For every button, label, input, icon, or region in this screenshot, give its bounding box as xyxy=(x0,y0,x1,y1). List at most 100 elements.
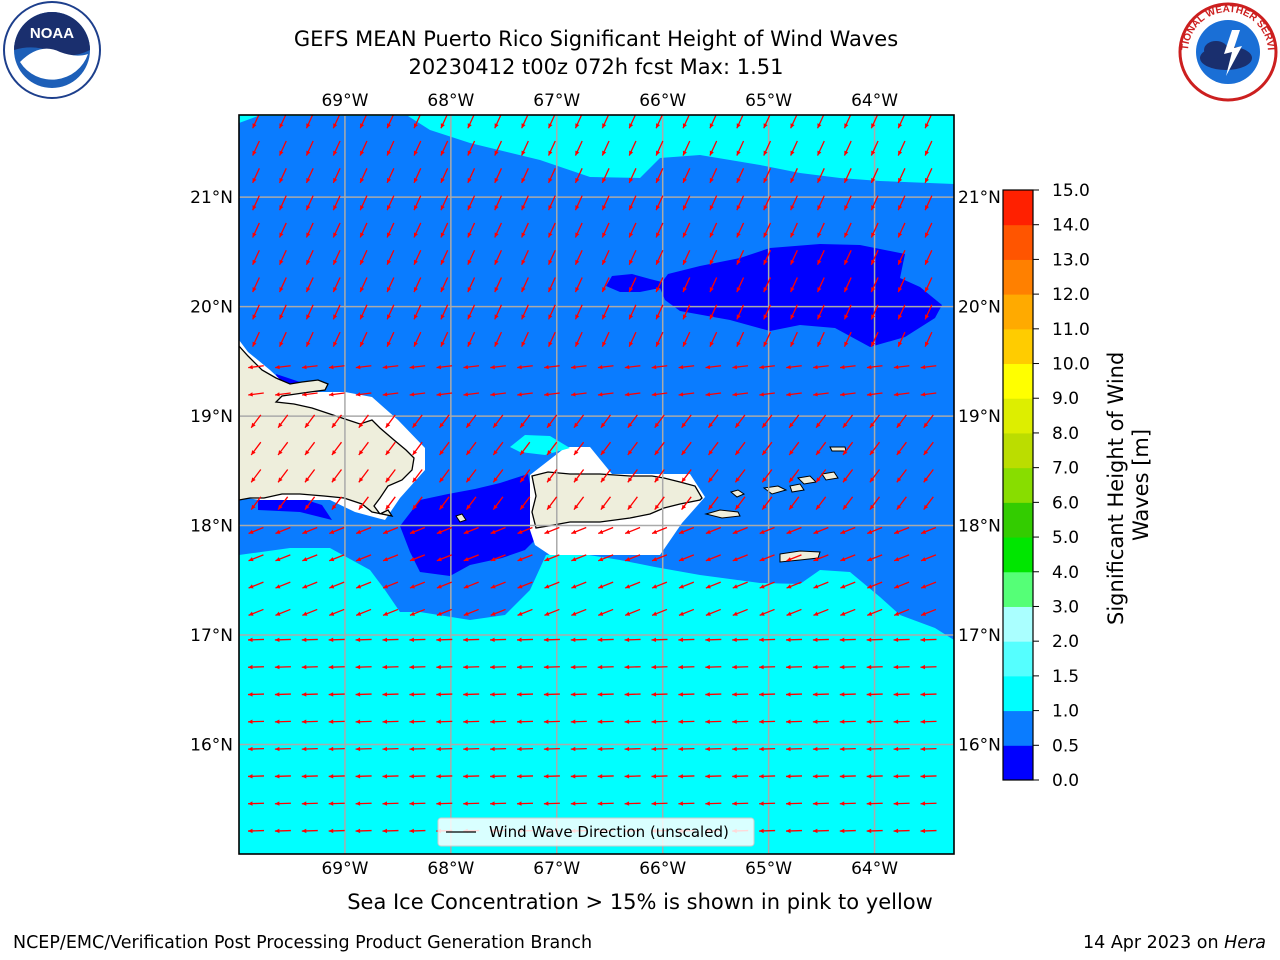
wind-wave-arrow xyxy=(678,774,695,779)
wind-wave-arrow xyxy=(332,304,341,320)
wind-wave-arrow xyxy=(654,441,665,456)
wind-wave-arrow xyxy=(413,277,422,293)
wind-wave-arrow xyxy=(278,277,287,293)
wind-wave-arrow xyxy=(785,719,803,724)
wind-wave-arrow xyxy=(813,365,829,370)
wind-wave-arrow xyxy=(517,581,533,589)
wind-wave-arrow xyxy=(517,365,533,370)
wind-wave-arrow xyxy=(463,801,480,806)
wind-wave-arrow xyxy=(543,801,560,806)
wind-wave-arrow xyxy=(924,249,933,266)
wind-wave-arrow xyxy=(761,469,773,483)
wind-wave-arrow xyxy=(302,608,318,616)
wind-wave-arrow xyxy=(655,331,664,347)
date-credit: 14 Apr 2023 on Hera xyxy=(1083,933,1266,953)
wind-wave-arrow xyxy=(920,746,937,752)
wind-wave-arrow xyxy=(651,608,668,616)
wind-wave-arrow xyxy=(920,692,937,697)
colorbar-tick-label: 15.0 xyxy=(1052,181,1090,201)
wind-wave-arrow xyxy=(601,222,610,238)
wind-wave-arrow xyxy=(628,277,637,293)
wind-wave-arrow xyxy=(763,331,772,347)
lon-tick-label-top: 68°W xyxy=(427,91,474,111)
wind-wave-arrow xyxy=(624,608,641,616)
noaa-logo: NOAA xyxy=(3,1,101,99)
wind-wave-arrow xyxy=(547,249,556,266)
wind-wave-arrow xyxy=(436,365,453,370)
wind-wave-arrow xyxy=(274,692,291,697)
colorbar-tick-label: 4.0 xyxy=(1052,563,1079,583)
wind-wave-arrow xyxy=(252,304,260,320)
wind-wave-arrow xyxy=(843,249,852,266)
wind-wave-arrow xyxy=(490,554,506,562)
wind-wave-arrow xyxy=(355,692,372,697)
lon-tick-label-top: 66°W xyxy=(639,91,686,111)
wind-wave-arrow xyxy=(490,608,506,616)
wind-wave-arrow xyxy=(301,392,318,397)
wind-wave-arrow xyxy=(547,140,556,156)
wind-wave-arrow xyxy=(278,168,287,184)
lon-tick-label-top: 64°W xyxy=(851,91,898,111)
wind-wave-arrow xyxy=(628,140,637,156)
wind-wave-arrow xyxy=(305,168,314,184)
wind-wave-arrow xyxy=(275,554,291,562)
map-subtitle: 20230412 t00z 072h fcst Max: 1.51 xyxy=(408,55,784,79)
wind-wave-arrow xyxy=(386,168,395,184)
wind-wave-arrow xyxy=(597,719,614,724)
wind-wave-arrow xyxy=(600,441,612,456)
colorbar-band xyxy=(1003,294,1033,330)
wind-wave-arrow xyxy=(547,277,556,293)
wind-wave-arrow xyxy=(329,581,345,589)
wind-wave-arrow xyxy=(655,168,664,184)
wind-wave-arrow xyxy=(382,664,399,670)
wind-wave-arrow xyxy=(490,664,507,670)
wind-wave-arrow xyxy=(736,222,745,238)
wind-wave-arrow xyxy=(331,469,343,483)
wind-wave-arrow xyxy=(517,526,533,535)
wind-wave-arrow xyxy=(494,222,503,238)
wind-wave-arrow xyxy=(332,249,341,266)
wind-wave-arrow xyxy=(601,277,610,293)
wind-wave-arrow xyxy=(736,249,745,266)
wind-wave-arrow xyxy=(277,496,289,510)
wind-wave-arrow xyxy=(385,441,396,456)
wind-wave-arrow xyxy=(790,249,798,266)
wind-wave-arrow xyxy=(759,526,775,535)
wind-wave-arrow xyxy=(920,365,937,370)
wind-wave-arrow xyxy=(812,692,829,697)
wind-wave-arrow xyxy=(494,115,502,129)
wind-wave-arrow xyxy=(494,304,503,320)
wind-wave-arrow xyxy=(331,441,343,456)
wind-wave-arrow xyxy=(329,608,345,616)
wind-wave-arrow xyxy=(624,581,641,589)
wind-wave-arrow xyxy=(924,140,933,156)
wind-wave-arrow xyxy=(655,195,664,211)
wind-wave-arrow xyxy=(920,526,937,535)
wind-wave-arrow xyxy=(355,554,372,562)
colorbar-band xyxy=(1003,571,1033,607)
wind-wave-arrow xyxy=(574,140,583,156)
wind-wave-arrow xyxy=(790,222,798,238)
wind-wave-arrow xyxy=(463,746,480,752)
wind-wave-arrow xyxy=(682,331,691,347)
wind-wave-arrow xyxy=(543,719,560,724)
wind-wave-arrow xyxy=(492,469,504,483)
wind-wave-arrow xyxy=(651,392,668,397)
wind-wave-arrow xyxy=(786,392,802,397)
wind-wave-arrow xyxy=(759,637,776,642)
wind-wave-arrow xyxy=(732,365,749,370)
lon-tick-label-bottom: 68°W xyxy=(427,859,474,879)
wind-wave-arrow xyxy=(893,801,910,806)
wind-wave-arrow xyxy=(355,637,372,642)
wind-wave-arrow xyxy=(573,469,585,483)
wind-wave-arrow xyxy=(893,526,910,535)
wind-wave-arrow xyxy=(763,168,772,184)
wind-wave-arrow xyxy=(601,249,610,266)
wind-wave-arrow xyxy=(304,414,316,429)
lat-tick-label-left: 21°N xyxy=(190,188,233,208)
producer-credit: NCEP/EMC/Verification Post Processing Pr… xyxy=(13,933,593,953)
wind-wave-arrow xyxy=(252,249,260,266)
wind-wave-arrow xyxy=(705,608,721,616)
colorbar-band xyxy=(1003,467,1033,503)
